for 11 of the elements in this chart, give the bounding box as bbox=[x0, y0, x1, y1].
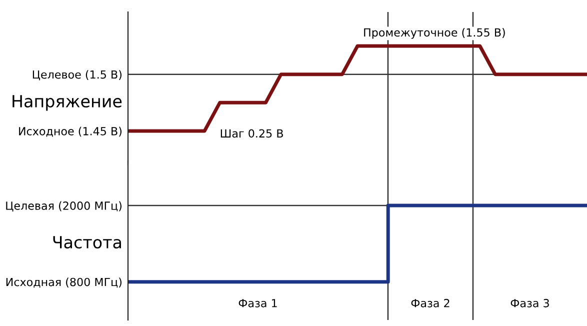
annotation: Фаза 1 bbox=[238, 299, 277, 308]
y-axis-title: Частота bbox=[53, 236, 121, 249]
annotation: Фаза 2 bbox=[411, 298, 450, 308]
y-tick-label: Исходная (800 МГц) bbox=[6, 278, 122, 288]
y-tick-label: Исходное (1.45 В) bbox=[19, 126, 122, 137]
y-tick-label: Целевая (2000 МГц) bbox=[6, 201, 122, 212]
annotation: Фаза 3 bbox=[510, 298, 549, 308]
y-tick-label: Целевое (1.5 В) bbox=[32, 70, 122, 80]
annotation: Шаг 0.25 В bbox=[220, 129, 283, 138]
y-axis-title: Напряжение bbox=[12, 95, 122, 111]
annotation: Промежуточное (1.55 В) bbox=[364, 28, 505, 39]
